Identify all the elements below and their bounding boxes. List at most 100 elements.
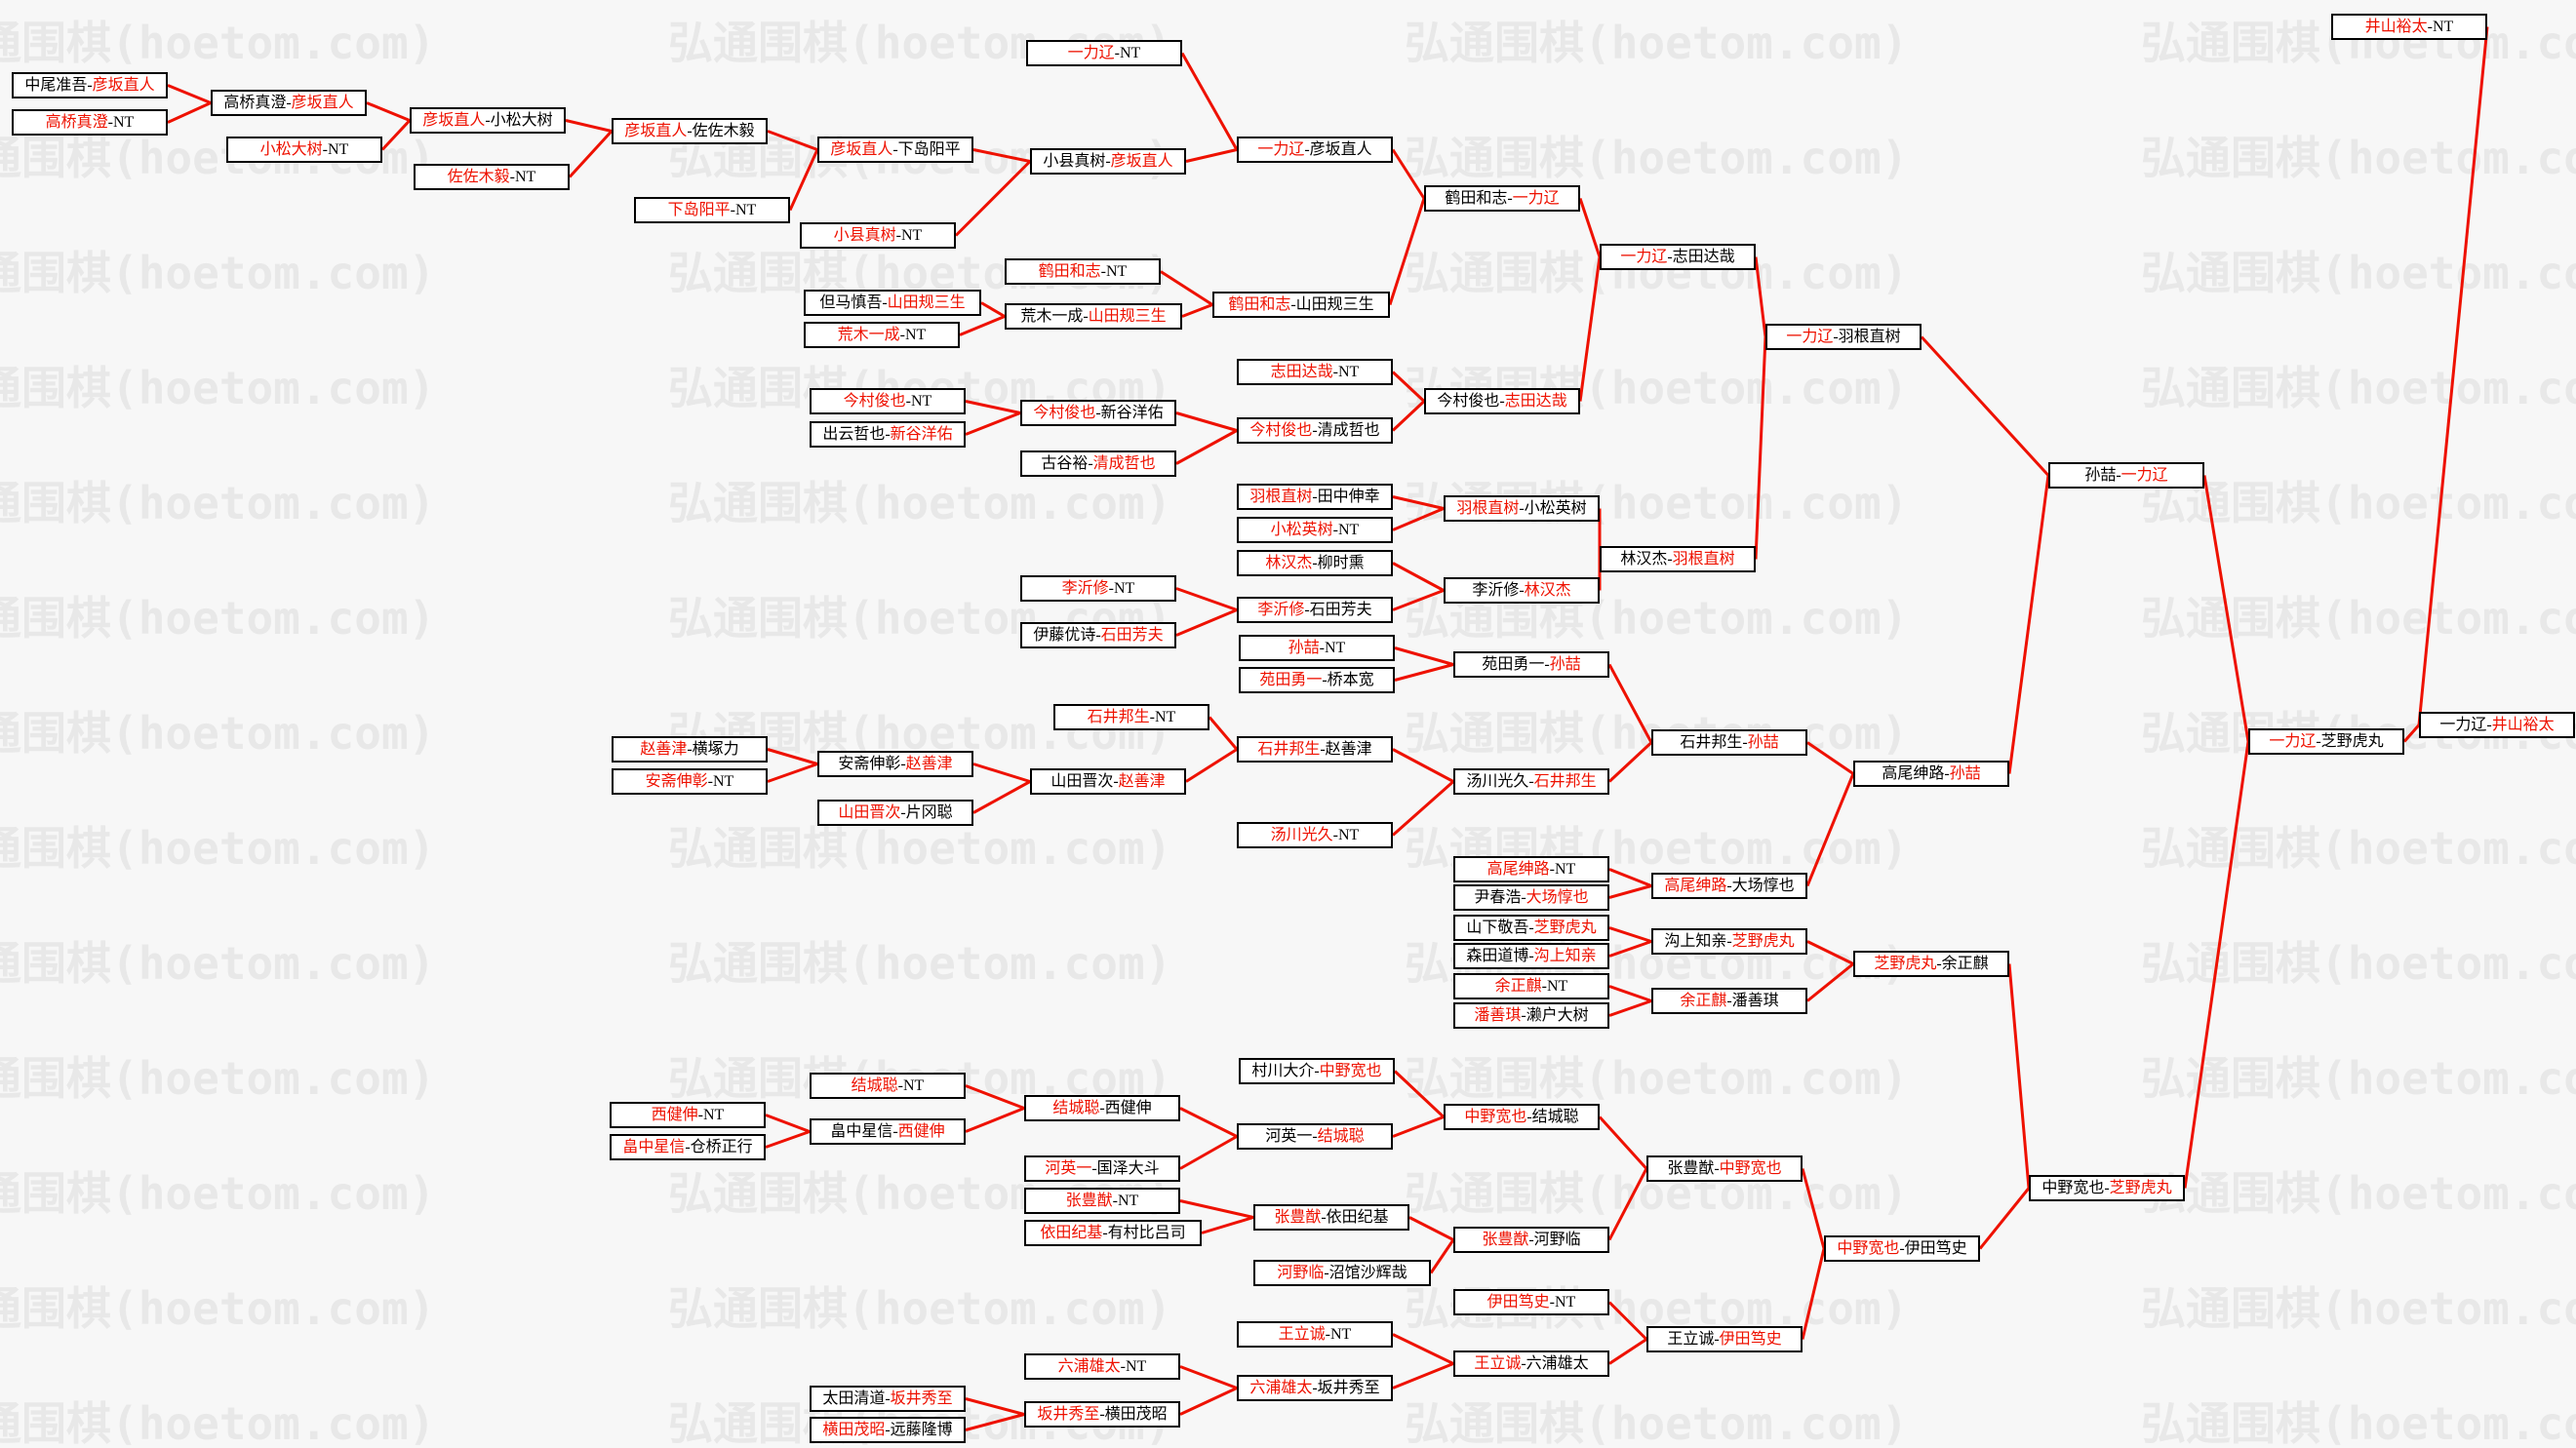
player-name-left: 石井邦生 <box>1257 740 1321 758</box>
bye-label: NT <box>1547 977 1568 995</box>
match-box-m65: 畠中星信 - 仓桥正行 <box>610 1134 766 1160</box>
separator: - <box>1526 1108 1532 1125</box>
connector-line-m86-to-m87 <box>1801 1248 1826 1340</box>
separator: - <box>1100 262 1106 280</box>
match-box-m81: 太田清道 - 坂井秀至 <box>810 1386 966 1412</box>
player-name-right: 羽根直树 <box>1838 328 1901 345</box>
connector-line-m71-to-m77 <box>1598 1115 1648 1170</box>
match-box-m21: 志田达哉 - NT <box>1237 359 1393 385</box>
connector-line-m16-to-m17 <box>959 315 1006 336</box>
connector-line-m17-to-m18 <box>1181 303 1213 318</box>
connector-line-m38-to-m90 <box>2202 475 2250 742</box>
player-name-left: 河英一 <box>1265 1127 1313 1145</box>
player-name-right: 河野临 <box>1533 1231 1581 1248</box>
bye-label: NT <box>328 140 349 158</box>
player-name-right: 新谷洋佑 <box>890 425 953 443</box>
match-box-m12: 一力辽 - NT <box>1026 40 1182 66</box>
match-box-m46: 山田晋次 - 赵善津 <box>1030 768 1186 795</box>
match-box-m68: 结城聪 - 西健伸 <box>1024 1095 1180 1121</box>
player-name-right: 佐佐木毅 <box>692 122 755 139</box>
match-box-m56: 山下敬吾 - 芝野虎丸 <box>1453 915 1609 941</box>
player-name-left: 今村俊也 <box>1249 421 1313 439</box>
player-name-right: 国泽大斗 <box>1096 1159 1160 1177</box>
player-name-left: 畠中星信 <box>622 1138 686 1155</box>
player-name-left: 河英一 <box>1045 1159 1092 1177</box>
connector-line-m52-to-m38 <box>2007 475 2050 774</box>
bye-label: NT <box>703 1106 725 1123</box>
separator: - <box>2427 18 2433 35</box>
connector-line-m39-to-m41 <box>1394 646 1454 666</box>
player-name-left: 高尾绅路 <box>1882 764 1945 782</box>
player-name-right: 赵善津 <box>1325 740 1372 758</box>
player-name-right: 横田茂昭 <box>1104 1405 1168 1423</box>
match-box-m28: 一力辽 - 羽根直树 <box>1765 324 1922 350</box>
connector-line-m42-to-m44 <box>767 748 818 765</box>
connector-line-m04-to-m05 <box>380 119 412 151</box>
separator: - <box>1726 877 1732 894</box>
player-name-left: 依田纪基 <box>1040 1224 1103 1241</box>
player-name-right: 彦坂直人 <box>1309 140 1372 158</box>
player-name-right: 远藤隆博 <box>890 1421 953 1438</box>
player-name-left: 潘善琪 <box>1474 1006 1522 1024</box>
player-name-left: 高桥真澄 <box>45 113 108 131</box>
separator: - <box>1099 1405 1105 1423</box>
separator: - <box>1105 152 1111 170</box>
player-name-left: 山田晋次 <box>838 803 901 821</box>
separator: - <box>1499 392 1505 410</box>
match-box-m17: 荒木一成 - 山田规三生 <box>1005 303 1182 330</box>
match-box-m14: 鹤田和志 - NT <box>1005 258 1161 285</box>
player-name-right: 志田达哉 <box>1672 248 1735 265</box>
player-name-left: 中尾准吾 <box>24 76 88 94</box>
match-box-m32: 林汉杰 - 柳时熏 <box>1237 550 1393 576</box>
match-box-m90: 一力辽 - 芝野虎丸 <box>2248 728 2404 755</box>
connector-line-m46-to-m48 <box>1185 748 1238 783</box>
player-name-left: 今村俊也 <box>1437 392 1500 410</box>
separator: - <box>1726 992 1732 1009</box>
player-name-right: 彦坂直人 <box>291 94 354 111</box>
player-name-left: 高尾绅路 <box>1664 877 1727 894</box>
player-name-right: 羽根直树 <box>1672 550 1735 567</box>
player-name-left: 出云哲也 <box>822 425 886 443</box>
player-name-left: 尹春浩 <box>1474 888 1522 906</box>
player-name-left: 李沂修 <box>1472 581 1520 599</box>
match-box-m35: 李沂修 - 石田芳夫 <box>1237 597 1393 623</box>
match-box-m18: 鹤田和志 - 山田规三生 <box>1212 292 1390 318</box>
match-box-m26: 今村俊也 - 清成哲也 <box>1237 417 1393 444</box>
player-name-left: 小松大树 <box>259 140 323 158</box>
bye-label: NT <box>735 201 757 218</box>
player-name-left: 余正麒 <box>1494 977 1542 995</box>
match-box-m07: 彦坂直人 - 佐佐木毅 <box>612 118 768 144</box>
player-name-left: 一力辽 <box>2439 716 2487 733</box>
match-box-m11: 小县真树 - 彦坂直人 <box>1030 148 1186 175</box>
separator: - <box>885 1389 891 1407</box>
player-name-left: 畠中星信 <box>830 1122 893 1140</box>
separator: - <box>1528 772 1534 790</box>
player-name-left: 小县真树 <box>833 226 896 244</box>
player-name-right: 彦坂直人 <box>1110 152 1173 170</box>
player-name-right: 沼馆沙辉哉 <box>1328 1264 1407 1281</box>
player-name-left: 河野临 <box>1277 1264 1325 1281</box>
match-box-m88: 中野宽也 - 芝野虎丸 <box>2029 1175 2185 1201</box>
bye-label: NT <box>903 1076 925 1094</box>
match-box-m62: 芝野虎丸 - 余正麒 <box>1853 951 2009 977</box>
match-box-m85: 王立诚 - 六浦雄太 <box>1453 1350 1609 1377</box>
separator: - <box>1102 1224 1108 1241</box>
bye-label: NT <box>911 392 932 410</box>
separator: - <box>1507 189 1513 207</box>
separator: - <box>687 740 693 758</box>
separator: - <box>1541 977 1547 995</box>
separator: - <box>1319 639 1325 656</box>
player-name-left: 王立诚 <box>1474 1354 1522 1372</box>
player-name-left: 下岛阳平 <box>667 201 731 218</box>
separator: - <box>1714 1159 1720 1177</box>
match-box-m08: 下岛阳平 - NT <box>634 197 790 223</box>
player-name-left: 荒木一成 <box>1020 307 1084 325</box>
player-name-left: 沟上知亲 <box>1664 932 1727 950</box>
player-name-left: 横田茂昭 <box>822 1421 886 1438</box>
separator: - <box>1549 1293 1555 1311</box>
player-name-right: 结城聪 <box>1317 1127 1365 1145</box>
connector-line-m90-to-m91 <box>2402 724 2421 743</box>
connector-line-m79-to-m85 <box>1392 1333 1454 1365</box>
connector-line-m70-to-m71 <box>1392 1115 1445 1138</box>
